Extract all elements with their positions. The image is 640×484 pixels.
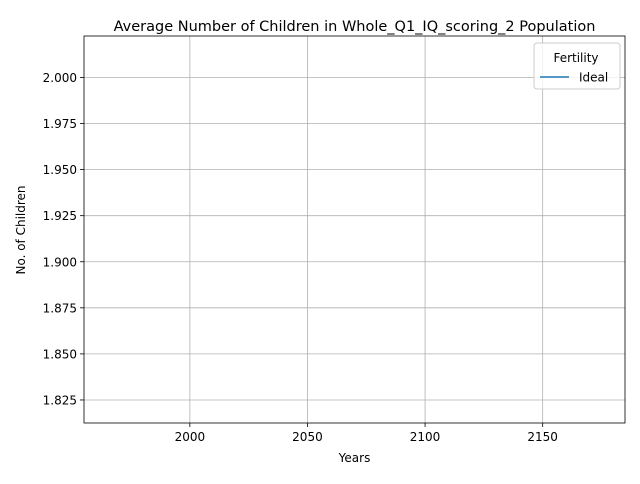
y-tick-label-0: 1.825 [43, 393, 77, 407]
y-tick-label-1: 1.850 [43, 347, 77, 361]
x-tick-label-2: 2100 [410, 430, 441, 444]
axes-frame [83, 35, 626, 424]
y-axis-label: No. of Children [14, 185, 28, 274]
y-tick-label-5: 1.950 [43, 163, 77, 177]
plot-area [83, 35, 626, 424]
y-tick-label-6: 1.975 [43, 117, 77, 131]
y-tick-label-4: 1.925 [43, 209, 77, 223]
x-axis-ticks: 2000 2050 2100 2150 [175, 423, 558, 444]
x-tick-label-0: 2000 [175, 430, 206, 444]
y-axis-ticks: 1.825 1.850 1.875 1.900 1.925 1.950 1.975 2.000 [43, 71, 84, 407]
x-tick-label-3: 2150 [527, 430, 558, 444]
y-tick-label-7: 2.000 [43, 71, 77, 85]
y-tick-label-3: 1.900 [43, 255, 77, 269]
legend-entry-ideal: Ideal [579, 71, 608, 85]
legend: Fertility Ideal [533, 42, 621, 90]
x-tick-label-1: 2050 [292, 430, 323, 444]
chart-title: Average Number of Children in Whole_Q1_I… [114, 19, 596, 35]
y-tick-label-2: 1.875 [43, 301, 77, 315]
legend-title: Fertility [553, 51, 598, 65]
x-axis-label: Years [338, 451, 371, 465]
